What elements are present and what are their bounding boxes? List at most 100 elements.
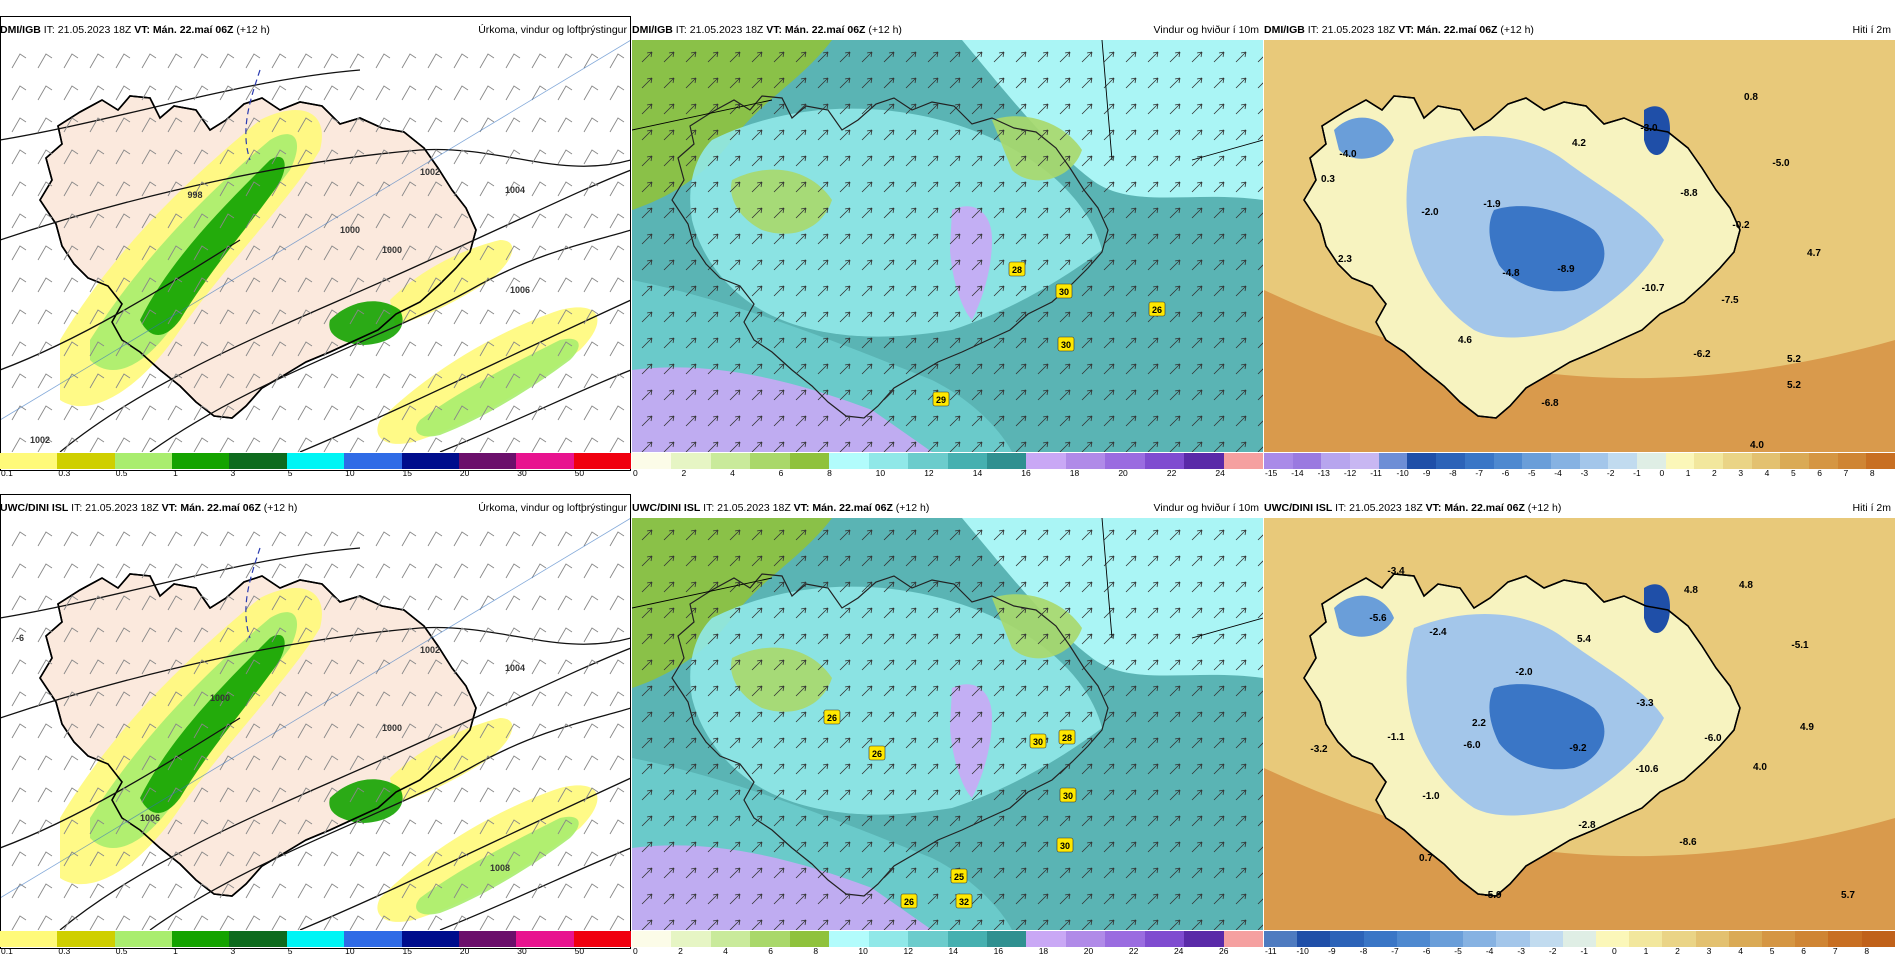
- wind-barb: [115, 245, 131, 261]
- wind-barb: [167, 723, 183, 739]
- wind-arrow: [817, 763, 829, 775]
- colorbar-tick: 3: [1706, 946, 1712, 956]
- wind-barb: [11, 213, 27, 229]
- wind-arrow: [949, 285, 961, 297]
- wind-barb: [401, 531, 417, 547]
- colorbar-swatch: [1065, 453, 1106, 469]
- wind-arrow: [1147, 51, 1159, 63]
- gust-value: 30: [1059, 287, 1069, 297]
- wind-arrow: [751, 415, 763, 427]
- wind-barb: [219, 309, 235, 325]
- colorbar-tick: 10: [345, 468, 355, 478]
- wind-barb: [89, 595, 105, 611]
- wind-arrow: [1191, 207, 1203, 219]
- map-view[interactable]: 28 30 30 26 29: [632, 40, 1263, 452]
- colorbar-swatch: [1396, 931, 1431, 947]
- wind-arrow: [729, 659, 741, 671]
- wind-arrow: [1103, 259, 1115, 271]
- wind-arrow: [883, 51, 895, 63]
- wind-arrow: [839, 737, 851, 749]
- wind-arrow: [1169, 529, 1181, 541]
- wind-barb: [583, 53, 599, 69]
- colorbar: 0 2 4 6 8 10 12 14 16 18 20 22 24 26: [632, 931, 1263, 956]
- wind-arrow: [1037, 841, 1049, 853]
- map-view[interactable]: 0.8 -4.0 -3.0 4.2 -5.0 0.3 -1.9 -8.8 -2.0 -0.2 2.3…: [1264, 40, 1895, 452]
- wind-arrow: [1235, 789, 1247, 801]
- wind-arrow: [795, 815, 807, 827]
- wind-arrow: [817, 77, 829, 89]
- wind-barb: [505, 277, 521, 293]
- colorbar-tick: 0.5: [115, 468, 128, 478]
- wind-barb: [193, 883, 209, 899]
- colorbar-swatch: [1297, 931, 1331, 947]
- wind-arrow: [1059, 415, 1071, 427]
- wind-arrow: [927, 233, 939, 245]
- wind-arrow: [971, 181, 983, 193]
- wind-barb: [609, 563, 625, 579]
- colorbar-tick: 0.3: [58, 946, 71, 956]
- wind-barb: [37, 755, 53, 771]
- wind-barb: [63, 149, 79, 165]
- wind-arrow: [861, 659, 873, 671]
- wind-arrow: [817, 659, 829, 671]
- wind-barb: [609, 883, 625, 899]
- wind-barb: [557, 213, 573, 229]
- wind-arrow: [685, 633, 697, 645]
- wind-barb: [167, 117, 183, 133]
- wind-arrow: [949, 529, 961, 541]
- colorbar-swatch: [1762, 931, 1796, 947]
- wind-arrow: [993, 607, 1005, 619]
- wind-arrow: [883, 633, 895, 645]
- wind-arrow: [1191, 77, 1203, 89]
- colorbar-tick: -10: [1396, 468, 1409, 478]
- temperature-label: -5.9: [1484, 890, 1502, 901]
- wind-barb: [219, 373, 235, 389]
- wind-arrow: [729, 815, 741, 827]
- wind-barb: [297, 819, 313, 835]
- wind-arrow: [1081, 659, 1093, 671]
- wind-arrow: [773, 311, 785, 323]
- wind-barb: [271, 405, 287, 421]
- wind-barb: [401, 659, 417, 675]
- wind-arrow: [1015, 659, 1027, 671]
- wind-arrow: [1257, 608, 1263, 619]
- wind-arrow: [1191, 867, 1203, 879]
- wind-arrow: [927, 763, 939, 775]
- wind-barb: [245, 659, 261, 675]
- wind-arrow: [751, 441, 763, 452]
- wind-arrow: [685, 233, 697, 245]
- gust-value: 30: [1063, 791, 1073, 801]
- map-view[interactable]: -3.4 4.8 4.8 -5.6 -2.4 5.4 -5.1 -2.0 -3.3 2.2 4.9-…: [1264, 518, 1895, 930]
- wind-barb: [37, 819, 53, 835]
- wind-arrow: [773, 337, 785, 349]
- wind-barb: [89, 277, 105, 293]
- wind-barb: [245, 691, 261, 707]
- wind-arrow: [685, 181, 697, 193]
- wind-arrow: [817, 737, 829, 749]
- wind-arrow: [839, 51, 851, 63]
- wind-arrow: [949, 103, 961, 115]
- wind-arrow: [1081, 815, 1093, 827]
- wind-barb: [557, 755, 573, 771]
- wind-arrow: [905, 77, 917, 89]
- wind-arrow: [1169, 919, 1181, 930]
- wind-barb: [193, 915, 209, 930]
- wind-barb: [37, 309, 53, 325]
- panel-title: Hiti í 2m: [1852, 24, 1891, 36]
- colorbar-swatch: [401, 453, 459, 469]
- wind-arrow: [663, 841, 675, 853]
- map-view[interactable]: 1002100010049981006100210081000: [0, 40, 631, 452]
- wind-arrow: [1147, 737, 1159, 749]
- wind-barb: [479, 277, 495, 293]
- wind-barb: [349, 915, 365, 930]
- lead-time: (+12 h): [1497, 24, 1534, 36]
- wind-barb: [557, 819, 573, 835]
- map-view[interactable]: 1002100010041006100810001008-6: [0, 518, 631, 930]
- wind-arrow: [1191, 389, 1203, 401]
- temperature-label: 0.3: [1321, 174, 1335, 185]
- isobar-label: 998: [187, 190, 202, 200]
- wind-arrow: [905, 389, 917, 401]
- map-view[interactable]: 26 26 30 28 30 30 25 32 26: [632, 518, 1263, 930]
- wind-arrow: [707, 711, 719, 723]
- wind-barb: [245, 405, 261, 421]
